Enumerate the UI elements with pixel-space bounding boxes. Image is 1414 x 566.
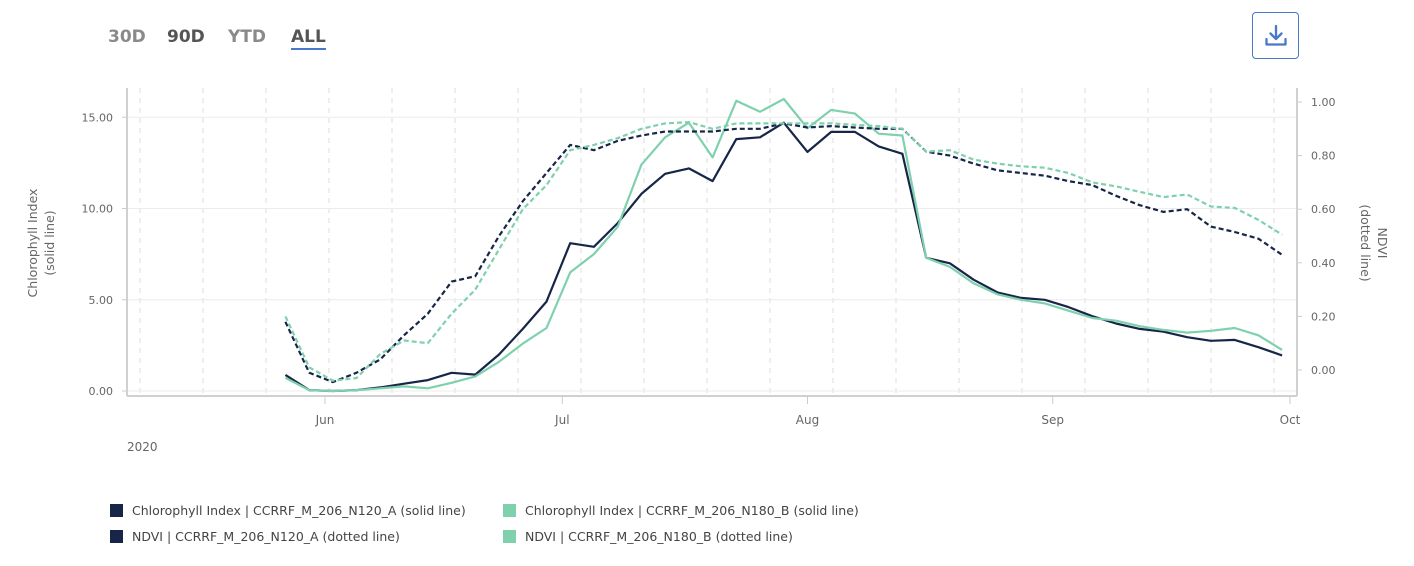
- left-tick-label: 5.00: [89, 294, 114, 307]
- left-axis-subtitle: (solid line): [42, 210, 57, 275]
- right-tick-label: 0.20: [1311, 310, 1336, 323]
- series-line-2: [284, 122, 1283, 384]
- x-tick-label: Aug: [796, 413, 819, 427]
- legend-item[interactable]: Chlorophyll Index | CCRRF_M_206_N120_A (…: [110, 503, 466, 518]
- range-90d-button[interactable]: 90D: [167, 27, 205, 47]
- download-button[interactable]: [1252, 12, 1299, 59]
- x-tick-label: Jun: [315, 413, 335, 427]
- legend-swatch: [503, 504, 516, 517]
- series-line-1: [284, 97, 1283, 393]
- right-tick-label: 0.80: [1311, 150, 1336, 163]
- left-tick-label: 10.00: [82, 203, 114, 216]
- x-tick-label: Sep: [1041, 413, 1064, 427]
- legend-label: NDVI | CCRRF_M_206_N120_A (dotted line): [132, 529, 400, 544]
- left-axis-title: Chlorophyll Index: [25, 189, 40, 298]
- right-tick-label: 0.00: [1311, 364, 1336, 377]
- x-tick-label: Jul: [554, 413, 569, 427]
- series-line-3: [284, 121, 1283, 382]
- left-tick-label: 0.00: [89, 385, 114, 398]
- legend-item[interactable]: NDVI | CCRRF_M_206_N180_B (dotted line): [503, 529, 793, 544]
- year-label: 2020: [127, 440, 158, 454]
- legend-item[interactable]: NDVI | CCRRF_M_206_N120_A (dotted line): [110, 529, 400, 544]
- right-tick-label: 0.60: [1311, 203, 1336, 216]
- legend-swatch: [110, 504, 123, 517]
- legend-swatch: [110, 530, 123, 543]
- range-ytd-button[interactable]: YTD: [228, 27, 267, 47]
- range-all-button[interactable]: ALL: [291, 27, 326, 50]
- right-tick-label: 1.00: [1311, 96, 1336, 109]
- left-tick-label: 15.00: [82, 111, 114, 124]
- legend-item[interactable]: Chlorophyll Index | CCRRF_M_206_N180_B (…: [503, 503, 859, 518]
- right-axis-title: NDVI: [1375, 228, 1390, 259]
- legend-swatch: [503, 530, 516, 543]
- legend-label: Chlorophyll Index | CCRRF_M_206_N120_A (…: [132, 503, 466, 518]
- series-line-0: [284, 121, 1283, 393]
- legend-label: NDVI | CCRRF_M_206_N180_B (dotted line): [525, 529, 793, 544]
- legend-label: Chlorophyll Index | CCRRF_M_206_N180_B (…: [525, 503, 859, 518]
- range-30d-button[interactable]: 30D: [108, 27, 146, 47]
- download-icon: [1264, 24, 1287, 46]
- x-tick-label: Oct: [1280, 413, 1301, 427]
- right-axis-subtitle: (dotted line): [1358, 204, 1373, 281]
- right-tick-label: 0.40: [1311, 257, 1336, 270]
